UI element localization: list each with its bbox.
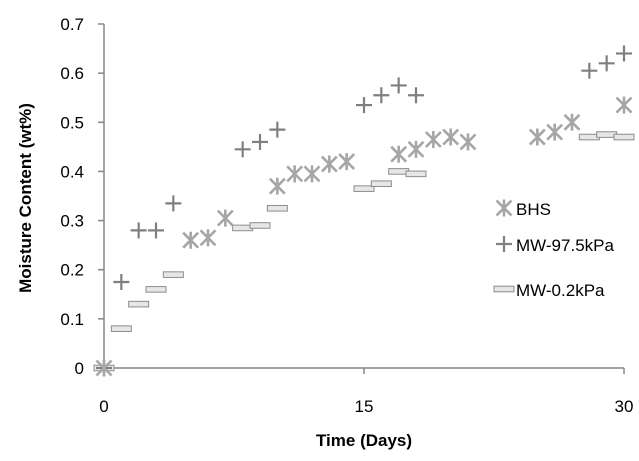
- series-bhs: [95, 96, 633, 377]
- data-point: [370, 180, 392, 188]
- series-mw-0-2kpa: [93, 131, 635, 372]
- y-tick-label: 0.4: [60, 162, 84, 181]
- data-point: [598, 55, 615, 72]
- data-point: [442, 128, 460, 146]
- axes: [98, 23, 625, 374]
- x-axis-title: Time (Days): [316, 431, 412, 450]
- x-tick-label: 0: [99, 397, 108, 416]
- data-point: [356, 97, 372, 114]
- data-point: [581, 62, 598, 79]
- data-point: [268, 177, 286, 195]
- data-point: [252, 133, 268, 150]
- data-point: [145, 286, 167, 293]
- y-tick-label: 0.3: [60, 212, 84, 231]
- legend-label: BHS: [516, 200, 551, 219]
- data-point: [266, 204, 288, 212]
- data-point: [616, 45, 632, 62]
- data-point: [408, 87, 424, 104]
- y-tick-label: 0.2: [60, 261, 84, 280]
- legend-marker: [495, 199, 513, 217]
- data-point: [405, 170, 427, 178]
- data-point: [338, 153, 356, 171]
- data-point: [407, 140, 425, 158]
- legend-item: BHS: [495, 199, 551, 219]
- data-point: [613, 133, 635, 141]
- data-point: [373, 87, 390, 104]
- legend-label: MW-0.2kPa: [516, 281, 605, 300]
- data-point: [286, 165, 304, 183]
- data-point: [528, 128, 546, 146]
- data-point: [148, 222, 164, 239]
- data-point: [303, 165, 321, 183]
- data-point: [546, 123, 564, 141]
- series-mw-97-5kpa: [96, 45, 632, 376]
- data-point: [269, 121, 286, 138]
- x-tick-label: 30: [615, 397, 634, 416]
- data-point: [199, 229, 217, 247]
- data-point: [615, 96, 633, 114]
- legend-marker: [493, 285, 515, 293]
- data-point: [113, 274, 130, 290]
- y-axis-title: Moisture Content (wt%): [16, 103, 35, 293]
- data-point: [110, 325, 132, 332]
- data-point: [165, 195, 182, 212]
- y-tick-label: 0: [75, 359, 84, 378]
- data-point: [390, 145, 408, 163]
- legend: BHS MW-97.5kPa MW-0.2kPa: [493, 199, 614, 300]
- data-point: [249, 222, 271, 229]
- data-point: [162, 271, 184, 278]
- y-tick-label: 0.6: [60, 64, 84, 83]
- data-point: [95, 359, 113, 377]
- data-point: [390, 77, 407, 94]
- legend-marker: [496, 236, 512, 252]
- data-points: [93, 45, 635, 377]
- data-point: [130, 222, 147, 239]
- legend-item: MW-97.5kPa: [496, 236, 614, 255]
- data-point: [182, 231, 200, 249]
- data-point: [353, 185, 375, 192]
- data-point: [424, 130, 442, 148]
- x-tick-labels: 0 15 30: [99, 397, 633, 416]
- data-point: [459, 133, 477, 151]
- data-point: [234, 141, 251, 158]
- y-tick-label: 0.5: [60, 113, 84, 132]
- y-tick-labels: 0 0.1 0.2 0.3 0.4 0.5 0.6 0.7: [60, 15, 84, 378]
- data-point: [128, 300, 150, 308]
- data-point: [563, 113, 581, 131]
- y-tick-label: 0.1: [60, 310, 84, 329]
- legend-label: MW-97.5kPa: [516, 236, 614, 255]
- data-point: [320, 155, 338, 173]
- legend-item: MW-0.2kPa: [493, 281, 605, 300]
- x-tick-label: 15: [355, 397, 374, 416]
- data-point: [216, 209, 234, 227]
- y-tick-label: 0.7: [60, 15, 84, 34]
